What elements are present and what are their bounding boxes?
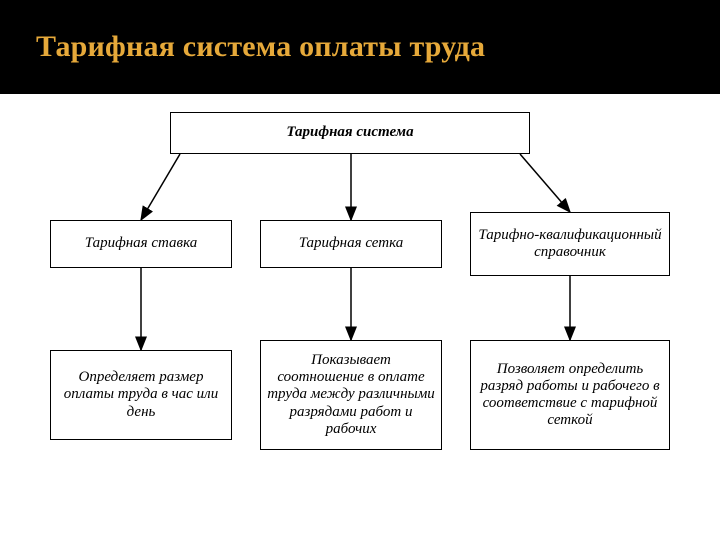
diagram: Тарифная система Тарифная ставка Тарифная … [0, 100, 720, 540]
node-label: Определяет размер оплаты труда в час или… [57, 369, 225, 421]
node-label: Показывает соотношение в оплате труда ме… [267, 352, 435, 438]
edge-root-n1 [141, 154, 180, 220]
node-label: Тарифная ставка [85, 235, 197, 252]
node-label: Тарифно-квалификационный справочник [477, 227, 663, 262]
header: Тарифная система оплаты труда [0, 0, 720, 94]
node-label: Тарифная сетка [299, 235, 404, 252]
edge-root-n3 [520, 154, 570, 212]
edges-layer [0, 100, 720, 540]
node-n3: Тарифно-квалификационный справочник [470, 212, 670, 276]
node-n2: Тарифная сетка [260, 220, 442, 268]
slide: Тарифная система оплаты труда Тарифная с… [0, 0, 720, 540]
node-label: Позволяет определить разряд работы и раб… [477, 361, 663, 430]
node-n1: Тарифная ставка [50, 220, 232, 268]
node-d2: Показывает соотношение в оплате труда ме… [260, 340, 442, 450]
node-d3: Позволяет определить разряд работы и раб… [470, 340, 670, 450]
page-title: Тарифная система оплаты труда [0, 30, 485, 64]
node-root: Тарифная система [170, 112, 530, 154]
node-label: Тарифная система [286, 124, 413, 141]
node-d1: Определяет размер оплаты труда в час или… [50, 350, 232, 440]
